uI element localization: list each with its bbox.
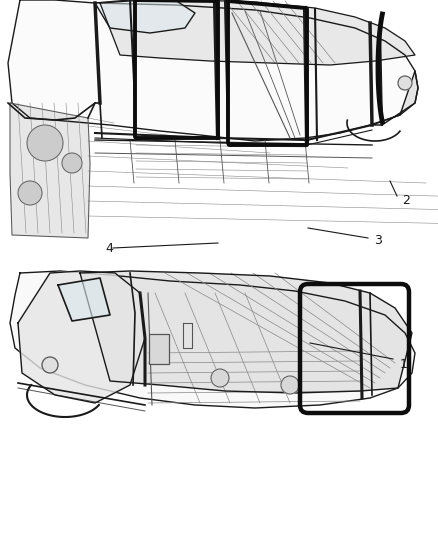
- Text: 1: 1: [400, 358, 408, 370]
- Text: 4: 4: [105, 241, 113, 254]
- FancyBboxPatch shape: [149, 334, 169, 364]
- Polygon shape: [100, 0, 415, 65]
- Text: 3: 3: [374, 235, 382, 247]
- Polygon shape: [10, 271, 415, 408]
- Polygon shape: [95, 0, 195, 33]
- Polygon shape: [372, 71, 418, 125]
- Polygon shape: [10, 103, 90, 238]
- Circle shape: [27, 125, 63, 161]
- Polygon shape: [18, 271, 145, 403]
- Text: 2: 2: [402, 193, 410, 206]
- Circle shape: [42, 357, 58, 373]
- Polygon shape: [80, 271, 412, 393]
- Polygon shape: [58, 278, 110, 321]
- Circle shape: [18, 181, 42, 205]
- Circle shape: [211, 369, 229, 387]
- Circle shape: [281, 376, 299, 394]
- Circle shape: [398, 76, 412, 90]
- Circle shape: [62, 153, 82, 173]
- Polygon shape: [8, 0, 418, 141]
